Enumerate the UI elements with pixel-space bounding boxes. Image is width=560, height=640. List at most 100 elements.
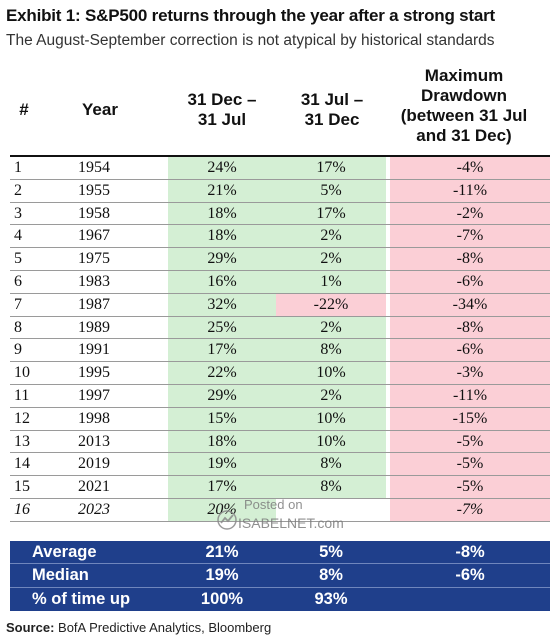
row-num-cell: 11	[14, 386, 30, 404]
source-label: Source:	[6, 620, 55, 635]
row-jul-dec-cell: 17%	[276, 202, 386, 225]
row-drawdown-cell: -11%	[390, 384, 550, 407]
table-row: 15 2021 17% 8% -5%	[10, 476, 550, 499]
row-dec-jul-cell: 24%	[168, 157, 276, 179]
row-dec-jul-cell: 17%	[168, 339, 276, 362]
row-year-cell: 1987	[78, 295, 110, 313]
row-num-cell: 3	[14, 204, 22, 222]
table-row: 8 1989 25% 2% -8%	[10, 316, 550, 340]
row-dec-jul-cell: 32%	[168, 293, 276, 316]
row-jul-dec-cell: 5%	[276, 179, 386, 202]
summary-row: % of time up 100% 93%	[10, 588, 550, 611]
row-year-cell: 2019	[78, 455, 110, 473]
row-num-cell: 10	[14, 364, 30, 382]
row-jul-dec-cell: 8%	[276, 339, 386, 362]
row-drawdown-cell: -2%	[390, 202, 550, 225]
row-year-cell: 1997	[78, 386, 110, 404]
source-text: BofA Predictive Analytics, Bloomberg	[58, 620, 272, 635]
table-row: 12 1998 15% 10% -15%	[10, 407, 550, 431]
watermark-posted: Posted on	[244, 497, 303, 512]
row-year-cell: 1954	[78, 159, 110, 176]
row-dec-jul-cell: 29%	[168, 248, 276, 270]
row-num-cell: 16	[14, 500, 30, 518]
table-header: # Year 31 Dec – 31 Jul 31 Jul – 31 Dec M…	[0, 62, 560, 154]
row-jul-dec-cell: -22%	[276, 293, 386, 316]
summary-dec-jul: 19%	[205, 566, 239, 585]
row-num-cell: 7	[14, 295, 22, 313]
summary-dec-jul: 100%	[200, 589, 244, 608]
row-dec-jul-cell: 22%	[168, 362, 276, 384]
chart-subtitle: The August-September correction is not a…	[6, 32, 495, 49]
table-row: 16 2023 20% -7%	[10, 498, 550, 522]
row-num-cell: 6	[14, 272, 22, 290]
table-row: 6 1983 16% 1% -6%	[10, 270, 550, 294]
summary-label: % of time up	[32, 589, 131, 608]
chart-title: Exhibit 1: S&P500 returns through the ye…	[6, 6, 496, 25]
row-dec-jul-cell: 16%	[168, 270, 276, 293]
row-num-cell: 14	[14, 455, 30, 473]
summary-label: Average	[32, 543, 97, 561]
table-row: 13 2013 18% 10% -5%	[10, 430, 550, 454]
row-num-cell: 5	[14, 250, 22, 268]
row-dec-jul-cell: 18%	[168, 430, 276, 453]
table-row: 10 1995 22% 10% -3%	[10, 362, 550, 385]
row-year-cell: 1989	[78, 318, 110, 336]
summary-jul-dec: 5%	[319, 543, 343, 561]
row-drawdown-cell: -5%	[390, 453, 550, 476]
table-row: 3 1958 18% 17% -2%	[10, 202, 550, 226]
row-drawdown-cell: -5%	[390, 430, 550, 453]
row-year-cell: 1998	[78, 409, 110, 427]
row-num-cell: 8	[14, 318, 22, 336]
row-drawdown-cell: -7%	[390, 225, 550, 248]
row-jul-dec-cell: 17%	[276, 157, 386, 179]
table-row: 5 1975 29% 2% -8%	[10, 248, 550, 271]
row-jul-dec-cell: 2%	[276, 248, 386, 270]
row-drawdown-cell: -8%	[390, 316, 550, 339]
row-year-cell: 1975	[78, 250, 110, 268]
watermark: Posted on ISABELNET.com	[216, 495, 376, 539]
row-jul-dec-cell: 1%	[276, 270, 386, 293]
header-dec-jul: 31 Dec – 31 Jul	[187, 90, 257, 129]
row-jul-dec-cell: 8%	[276, 476, 386, 498]
summary-label: Median	[32, 566, 89, 585]
row-jul-dec-cell	[276, 498, 386, 521]
row-year-cell: 2021	[78, 478, 110, 496]
table-row: 4 1967 18% 2% -7%	[10, 225, 550, 249]
summary-dec-jul: 21%	[205, 543, 239, 561]
row-jul-dec-cell: 10%	[276, 407, 386, 430]
row-num-cell: 1	[14, 159, 22, 176]
row-dec-jul-cell: 17%	[168, 476, 276, 498]
row-dec-jul-cell: 18%	[168, 202, 276, 225]
row-year-cell: 2023	[78, 500, 110, 518]
row-year-cell: 1958	[78, 204, 110, 222]
isabelnet-logo-icon	[217, 510, 237, 530]
row-jul-dec-cell: 2%	[276, 384, 386, 407]
row-year-cell: 1955	[78, 181, 110, 199]
header-jul-dec: 31 Jul – 31 Dec	[300, 90, 364, 129]
table-row: 7 1987 32% -22% -34%	[10, 293, 550, 317]
row-jul-dec-cell: 10%	[276, 430, 386, 453]
row-dec-jul-cell: 15%	[168, 407, 276, 430]
summary-drawdown: -8%	[455, 543, 485, 561]
header-year: Year	[82, 100, 118, 119]
row-drawdown-cell: -6%	[390, 270, 550, 293]
row-dec-jul-cell: 25%	[168, 316, 276, 339]
row-year-cell: 1983	[78, 272, 110, 290]
row-drawdown-cell: -5%	[390, 476, 550, 498]
row-drawdown-cell: -8%	[390, 248, 550, 270]
row-drawdown-cell: -4%	[390, 157, 550, 179]
header-max-drawdown: Maximum Drawdown (between 31 Jul and 31 …	[400, 66, 528, 145]
row-num-cell: 15	[14, 478, 30, 496]
table-row: 11 1997 29% 2% -11%	[10, 384, 550, 408]
table-row: 2 1955 21% 5% -11%	[10, 179, 550, 203]
row-drawdown-cell: -7%	[390, 498, 550, 521]
source-note: Source: BofA Predictive Analytics, Bloom…	[6, 620, 271, 635]
row-num-cell: 2	[14, 181, 22, 199]
row-num-cell: 12	[14, 409, 30, 427]
summary-block: Average 21% 5% -8% Median 19% 8% -6% % of time u…	[10, 541, 550, 611]
row-num-cell: 13	[14, 432, 30, 450]
header-num: #	[19, 100, 29, 119]
table-body: 1 1954 24% 17% -4% 2 1955 21% 5% -11% 3 1958 18% 17% -…	[10, 157, 550, 522]
row-drawdown-cell: -11%	[390, 179, 550, 202]
row-dec-jul-cell: 19%	[168, 453, 276, 476]
